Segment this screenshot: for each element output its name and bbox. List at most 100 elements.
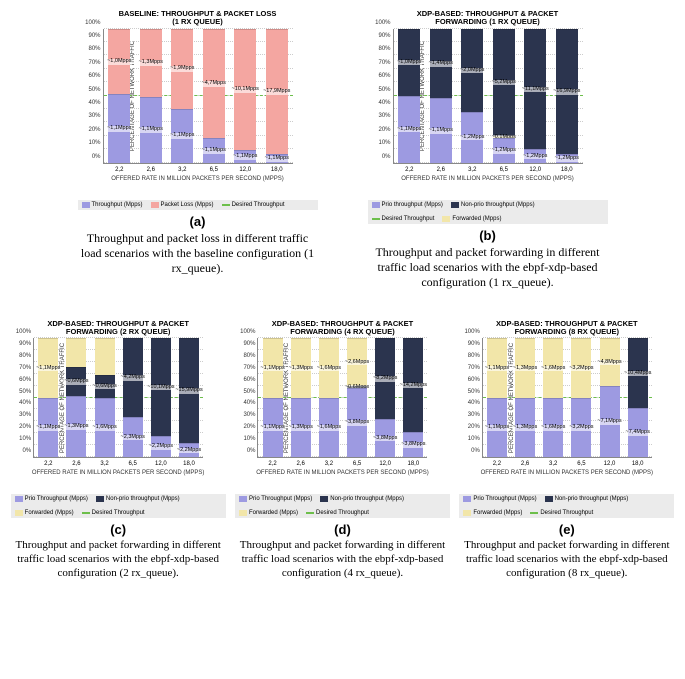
segment-label: ~1,3Mpps xyxy=(288,366,314,372)
x-tick-label: 3,2 xyxy=(325,461,333,467)
bar-segment: ~1,1Mpps xyxy=(38,338,58,398)
bar-segment: ~2,3Mpps xyxy=(123,417,143,457)
legend-label: Prio throughput (Mpps) xyxy=(382,202,443,208)
segment-label: ~1,6Mpps xyxy=(316,425,342,431)
chart-title: XDP-BASED: THROUGHPUT & PACKETFORWARDING… xyxy=(496,320,638,337)
x-tick-label: 2,6 xyxy=(297,461,305,467)
legend-label: Packet Loss (Mpps) xyxy=(161,202,214,208)
y-tick-label: 20% xyxy=(19,424,34,430)
bar-segment: ~1,6Mpps xyxy=(319,338,339,398)
x-axis-title: OFFERED RATE IN MILLION PACKETS PER SECO… xyxy=(481,470,653,476)
segment-label: ~11,1Mpps xyxy=(521,87,550,93)
bar-segment: ~11,1Mpps xyxy=(524,29,546,150)
legend-label: Forwarded (Mpps) xyxy=(25,510,74,516)
y-tick-label: 30% xyxy=(19,412,34,418)
subplot-label: (e) xyxy=(559,522,575,537)
segment-label: ~1,3Mpps xyxy=(512,425,538,431)
segment-label: ~3,8Mpps xyxy=(344,420,370,426)
x-tick-label: 2,6 xyxy=(72,461,80,467)
legend-item: Desired Throughput xyxy=(222,202,285,208)
x-tick-label: 2,2 xyxy=(44,461,52,467)
y-tick-label: 10% xyxy=(243,436,258,442)
y-tick-label: 40% xyxy=(88,100,103,106)
bar: ~10,4Mpps~7,4Mpps18,0 xyxy=(628,338,648,457)
segment-label: ~1,6Mpps xyxy=(316,366,342,372)
bar-segment: ~14,2Mpps xyxy=(403,338,423,432)
bar-segment: ~1,3Mpps xyxy=(515,338,535,398)
legend-item: Prio Throughput (Mpps) xyxy=(239,496,312,502)
y-tick-label: 30% xyxy=(88,113,103,119)
y-tick-label: 10% xyxy=(468,436,483,442)
bar: ~1,3Mpps~1,3Mpps2,6 xyxy=(515,338,535,457)
segment-label: ~1,1Mpps xyxy=(264,156,290,162)
bar-segment: ~1,4Mpps xyxy=(430,29,452,99)
bar-segment: ~1,3Mpps xyxy=(291,398,311,458)
chart-b: XDP-BASED: THROUGHPUT & PACKETFORWARDING… xyxy=(368,10,608,290)
y-tick-label: 30% xyxy=(243,412,258,418)
x-tick-label: 6,5 xyxy=(210,167,218,173)
chart-title: BASELINE: THROUGHPUT & PACKET LOSS(1 RX … xyxy=(119,10,277,27)
legend-item: Desired Throughput xyxy=(82,510,145,516)
x-tick-label: 6,5 xyxy=(577,461,585,467)
bar-segment: ~1,6Mpps xyxy=(319,398,339,458)
legend-item: Prio throughput (Mpps) xyxy=(372,202,443,208)
bar-segment: ~1,1Mpps xyxy=(398,96,420,163)
bar: ~10,1Mpps~2,2Mpps12,0 xyxy=(151,338,171,457)
y-tick-label: 100% xyxy=(85,20,103,26)
y-tick-label: 90% xyxy=(19,341,34,347)
legend-item: Non-prio throughput (Mpps) xyxy=(96,496,180,502)
segment-label: ~1,1Mpps xyxy=(259,425,285,431)
bar-segment: ~1,2Mpps xyxy=(556,154,578,162)
x-axis-title: OFFERED RATE IN MILLION PACKETS PER SECO… xyxy=(401,176,573,182)
segment-label: ~1,6Mpps xyxy=(540,425,566,431)
bar: ~16,9Mpps~1,2Mpps18,0 xyxy=(556,29,578,163)
segment-label: ~2,2Mpps xyxy=(176,448,202,454)
legend-item: Forwarded (Mpps) xyxy=(239,510,298,516)
x-tick-label: 12,0 xyxy=(529,167,541,173)
bar-segment: ~1,1Mpps xyxy=(140,97,162,163)
y-tick-label: 10% xyxy=(378,140,393,146)
y-tick-label: 70% xyxy=(468,365,483,371)
bar: ~1,6Mpps~1,6Mpps3,2 xyxy=(319,338,339,457)
chart-title: XDP-BASED: THROUGHPUT & PACKETFORWARDING… xyxy=(47,320,189,337)
bar-segment: ~10,1Mpps xyxy=(151,338,171,436)
y-tick-label: 100% xyxy=(375,20,393,26)
bar-segment: ~1,1Mpps xyxy=(234,150,256,162)
x-tick-label: 2,6 xyxy=(521,461,529,467)
y-tick-label: 20% xyxy=(243,424,258,430)
bar-segment: ~1,0Mpps xyxy=(108,29,130,95)
bar-segment: ~3,8Mpps xyxy=(403,432,423,457)
segment-label: ~10,1Mpps xyxy=(231,87,260,93)
segment-label: ~14,2Mpps xyxy=(399,383,428,389)
y-tick-label: 50% xyxy=(19,389,34,395)
y-tick-label: 10% xyxy=(88,140,103,146)
bar-segment: ~1,1Mpps xyxy=(487,398,507,458)
segment-label: ~1,1Mpps xyxy=(484,366,510,372)
segment-label: ~1,1Mpps xyxy=(259,366,285,372)
y-tick-label: 50% xyxy=(88,87,103,93)
y-tick-label: 0% xyxy=(471,448,483,454)
bar-segment: ~7,1Mpps xyxy=(600,386,620,457)
x-tick-label: 6,5 xyxy=(353,461,361,467)
y-tick-label: 80% xyxy=(378,46,393,52)
legend: Prio Throughput (Mpps)Non-prio throughpu… xyxy=(235,494,450,518)
segment-label: ~5,2Mpps xyxy=(491,80,517,86)
bar: ~4,2Mpps~2,3Mpps6,5 xyxy=(123,338,143,457)
bar-segment: ~1,1Mpps xyxy=(487,338,507,398)
y-tick-label: 0% xyxy=(247,448,259,454)
segment-label: ~1,2Mpps xyxy=(459,135,485,141)
segment-label: ~1,3Mpps xyxy=(138,60,164,66)
bar-segment: ~1,1Mpps xyxy=(108,94,130,162)
bar: ~5,2Mpps~0,1Mpps~1,2Mpps6,5 xyxy=(493,29,515,163)
bar: ~1,4Mpps~1,1Mpps2,6 xyxy=(430,29,452,163)
segment-label: ~1,2Mpps xyxy=(554,156,580,162)
segment-label: ~16,9Mpps xyxy=(552,89,581,95)
plot-area: PERCENTAGE OF NETWORK TRAFFIC0%10%20%30%… xyxy=(257,338,427,458)
legend-item: Forwarded (Mpps) xyxy=(463,510,522,516)
x-tick-label: 18,0 xyxy=(561,167,573,173)
caption: Throughput and packet forwarding in diff… xyxy=(459,539,674,580)
legend-label: Desired Throughput xyxy=(232,202,285,208)
bar-segment: ~4,7Mpps xyxy=(203,29,225,139)
bottom-row: XDP-BASED: THROUGHPUT & PACKETFORWARDING… xyxy=(10,320,675,581)
legend-label: Non-prio throughput (Mpps) xyxy=(461,202,535,208)
